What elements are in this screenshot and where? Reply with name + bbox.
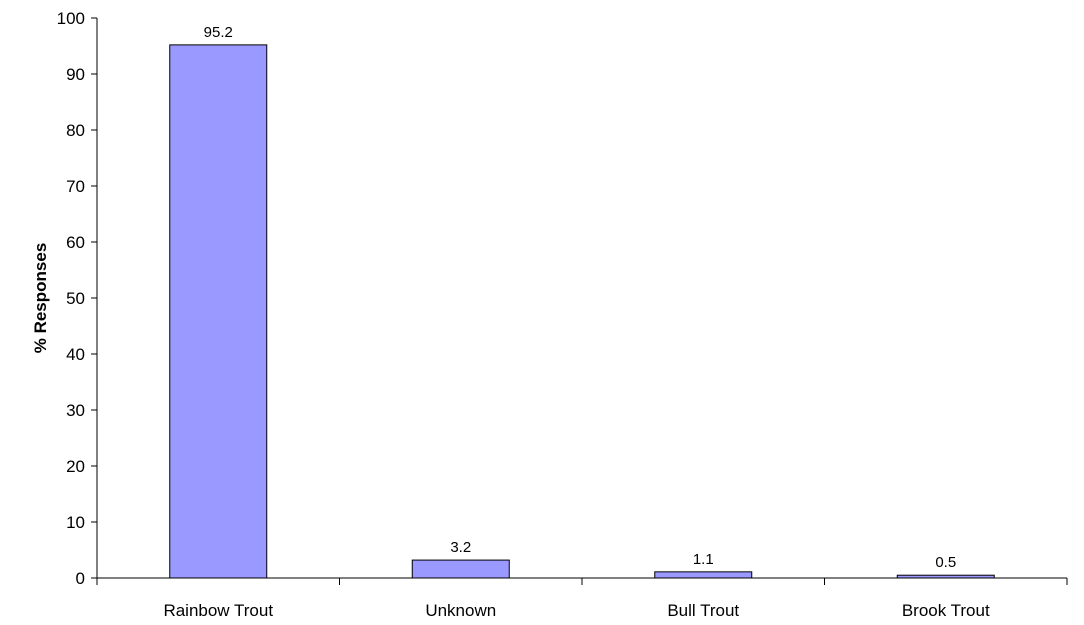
data-label: 95.2 — [204, 24, 233, 41]
y-tick-label: 20 — [66, 457, 85, 476]
data-label: 3.2 — [450, 539, 471, 556]
y-tick-label: 100 — [57, 9, 85, 28]
x-category-label: Brook Trout — [902, 601, 990, 620]
y-tick-label: 80 — [66, 121, 85, 140]
x-category-label: Bull Trout — [667, 601, 739, 620]
bar — [411, 559, 510, 579]
y-tick-label: 0 — [76, 569, 85, 588]
y-tick-label: 40 — [66, 345, 85, 364]
bar — [654, 571, 753, 579]
x-axis-ticks: Rainbow Trout Unknown Bull Trout Brook Trou… — [96, 578, 1068, 620]
bar — [169, 44, 268, 579]
y-axis-title: % Responses — [31, 243, 50, 354]
x-category-label: Rainbow Trout — [163, 601, 273, 620]
y-tick-label: 30 — [66, 401, 85, 420]
y-tick-label: 70 — [66, 177, 85, 196]
y-tick-label: 10 — [66, 513, 85, 532]
y-tick-label: 90 — [66, 65, 85, 84]
data-labels: 95.2 3.2 1.1 0.5 — [204, 24, 957, 571]
y-tick-label: 60 — [66, 233, 85, 252]
y-tick-label: 50 — [66, 289, 85, 308]
y-axis-ticks: 0 10 20 30 40 50 60 70 80 90 100 — [57, 9, 97, 588]
data-label: 1.1 — [693, 551, 714, 568]
bars — [169, 44, 995, 579]
x-category-label: Unknown — [425, 601, 496, 620]
data-label: 0.5 — [935, 554, 956, 571]
